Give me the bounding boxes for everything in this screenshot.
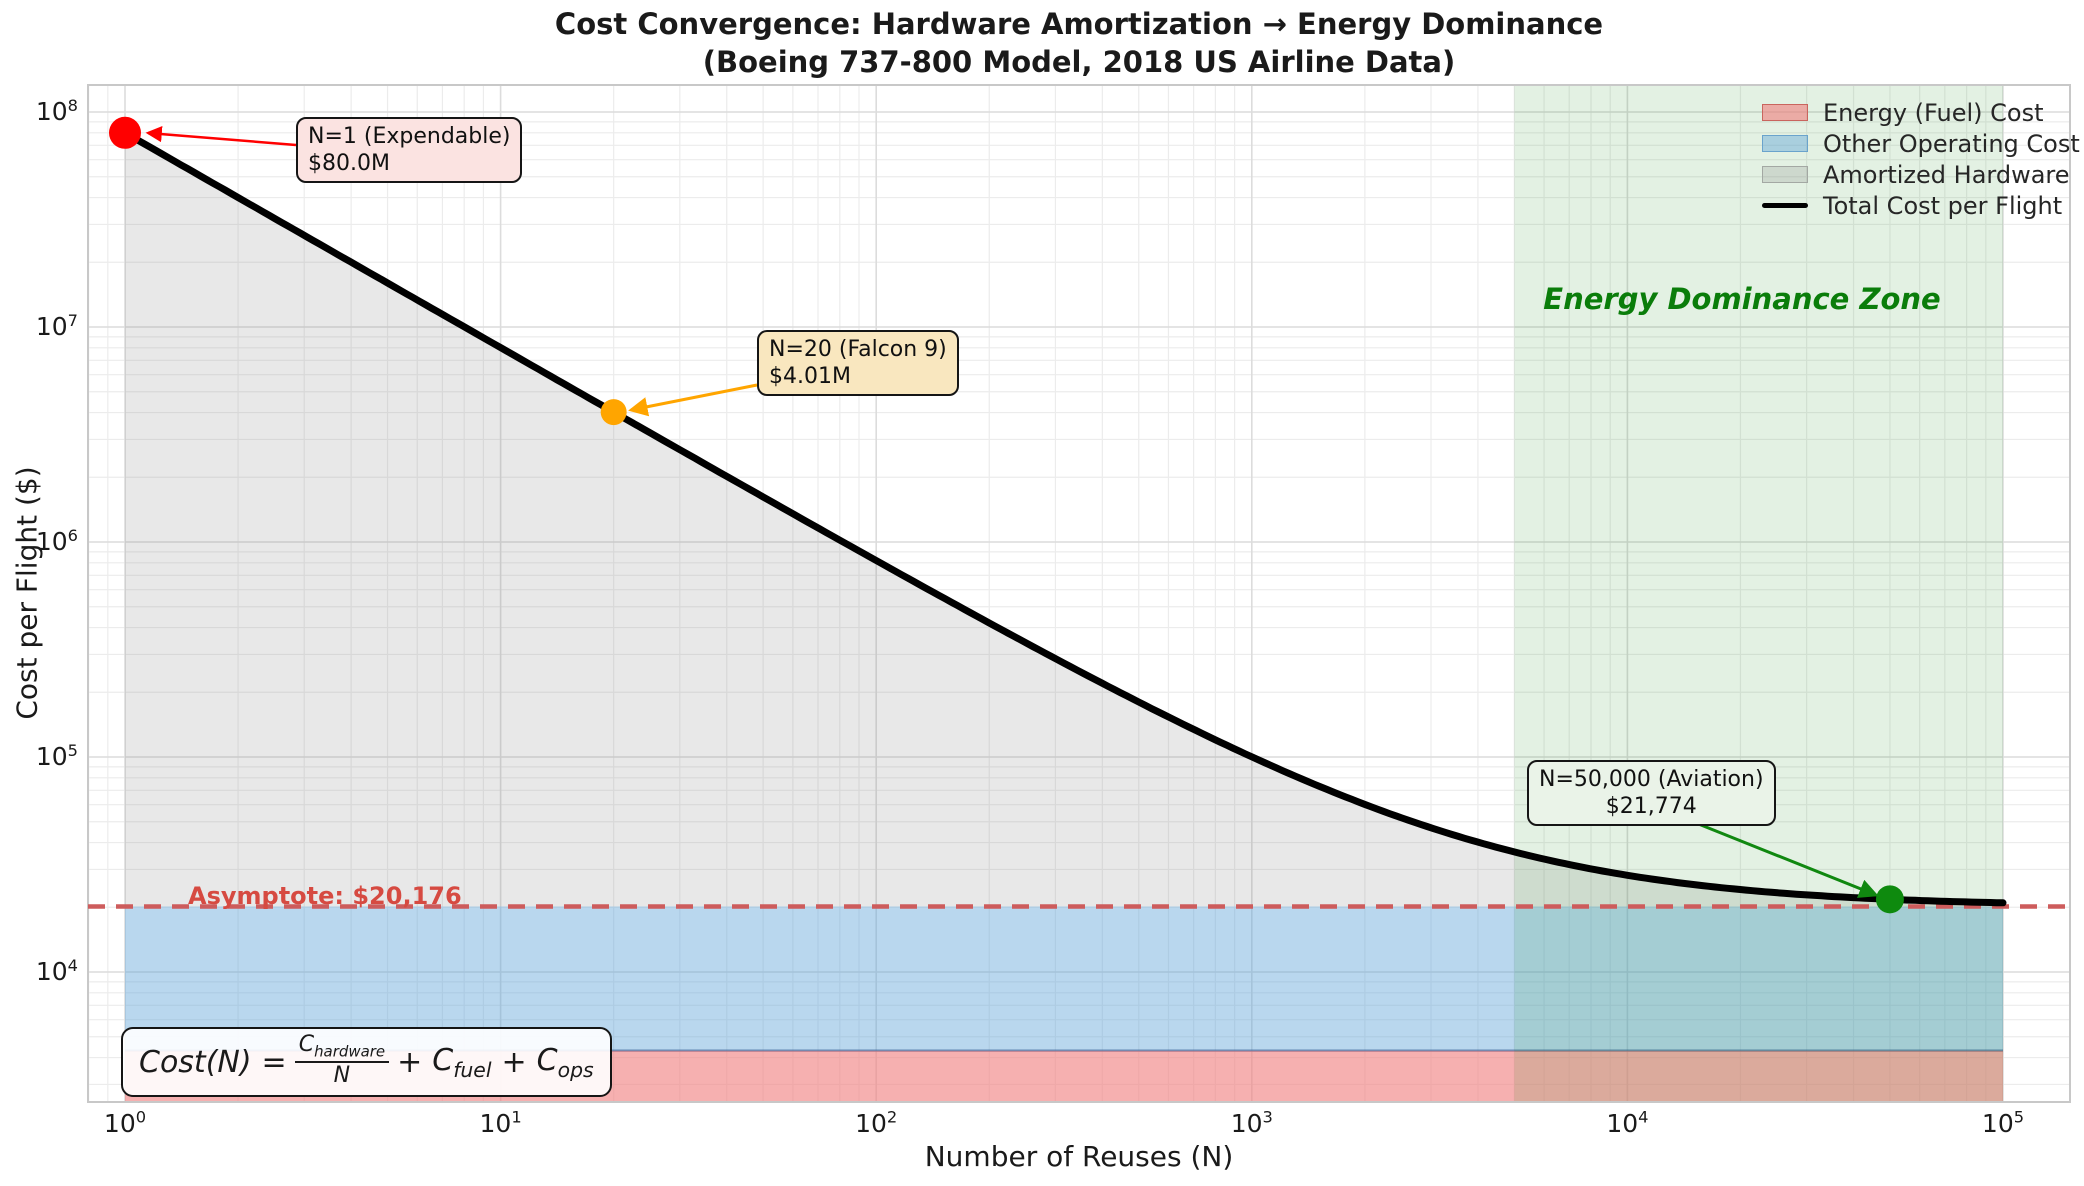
x-axis-label: Number of Reuses (N) — [924, 1140, 1234, 1173]
asymptote-label: Asymptote: $20,176 — [188, 882, 462, 910]
x-tick-label: 102 — [855, 1108, 898, 1139]
formula-fraction: Chardware N — [294, 1032, 390, 1088]
annotation-arrows — [145, 126, 1879, 898]
cost-formula: Cost(N) = Chardware N + Cfuel + Cops — [121, 1027, 612, 1097]
x-tick-label: 104 — [1606, 1108, 1649, 1139]
energy-dominance-zone-label: Energy Dominance Zone — [1543, 282, 1941, 316]
y-tick-label: 108 — [35, 96, 78, 127]
y-tick-label: 104 — [35, 956, 78, 987]
formula-plus1: + — [397, 1044, 423, 1080]
callout-falcon9-line2: $4.01M — [769, 364, 851, 389]
callout-falcon9: N=20 (Falcon 9) $4.01M — [757, 330, 959, 396]
legend-label-fuel: Energy (Fuel) Cost — [1823, 98, 2044, 127]
legend-swatch-hardware — [1762, 166, 1808, 183]
total-cost-curve — [121, 129, 2007, 907]
x-tick-label: 101 — [479, 1108, 522, 1139]
callout-falcon9-line1: N=20 (Falcon 9) — [769, 337, 947, 362]
legend-swatch-ops — [1762, 135, 1808, 152]
callout-expendable-line1: N=1 (Expendable) — [308, 124, 511, 149]
legend-item-fuel: Energy (Fuel) Cost — [1762, 97, 2080, 128]
x-tick-label: 100 — [103, 1108, 147, 1139]
legend-swatch-total-line — [1762, 203, 1808, 208]
legend-label-hardware: Amortized Hardware — [1823, 160, 2070, 189]
chart-title-line2: (Boeing 737-800 Model, 2018 US Airline D… — [702, 45, 1456, 79]
axes-spines — [87, 84, 2071, 1103]
legend-label-total: Total Cost per Flight — [1823, 191, 2063, 220]
formula-plus2: + — [501, 1044, 527, 1080]
legend-item-total: Total Cost per Flight — [1762, 190, 2080, 221]
formula-term-fuel: Cfuel — [432, 1042, 492, 1082]
y-tick-label: 105 — [35, 741, 78, 772]
chart-title-line1: Cost Convergence: Hardware Amortization … — [554, 7, 1604, 41]
formula-denominator: N — [294, 1061, 390, 1088]
legend-swatch-fuel — [1762, 104, 1808, 121]
callout-expendable: N=1 (Expendable) $80.0M — [296, 117, 523, 183]
legend-label-ops: Other Operating Cost — [1823, 129, 2080, 158]
x-tick-label: 105 — [1981, 1108, 2025, 1139]
callout-aviation-line2: $21,774 — [1605, 794, 1697, 819]
legend: Energy (Fuel) Cost Other Operating Cost … — [1762, 97, 2080, 221]
grid-major — [88, 85, 2070, 1102]
callout-aviation-line1: N=50,000 (Aviation) — [1539, 767, 1764, 792]
chart-title: Cost Convergence: Hardware Amortization … — [555, 5, 1603, 81]
key-point-markers — [109, 116, 1904, 914]
legend-item-hardware: Amortized Hardware — [1762, 159, 2080, 190]
callout-aviation: N=50,000 (Aviation) $21,774 — [1527, 760, 1776, 826]
energy-dominance-zone-shading — [1514, 85, 2003, 1102]
y-tick-label: 107 — [35, 311, 78, 342]
grid-minor — [88, 85, 2070, 1102]
formula-term-ops: Cops — [536, 1042, 594, 1082]
y-axis-label: Cost per Flight ($) — [10, 466, 44, 720]
formula-lhs: Cost(N) — [139, 1044, 252, 1080]
callout-expendable-line2: $80.0M — [308, 151, 390, 176]
y-tick-label: 106 — [35, 526, 78, 557]
formula-equals: = — [261, 1044, 287, 1080]
x-tick-label: 103 — [1230, 1108, 1273, 1139]
cost-bands — [125, 132, 2003, 1102]
legend-item-ops: Other Operating Cost — [1762, 128, 2080, 159]
formula-numerator: Chardware — [298, 1032, 386, 1061]
